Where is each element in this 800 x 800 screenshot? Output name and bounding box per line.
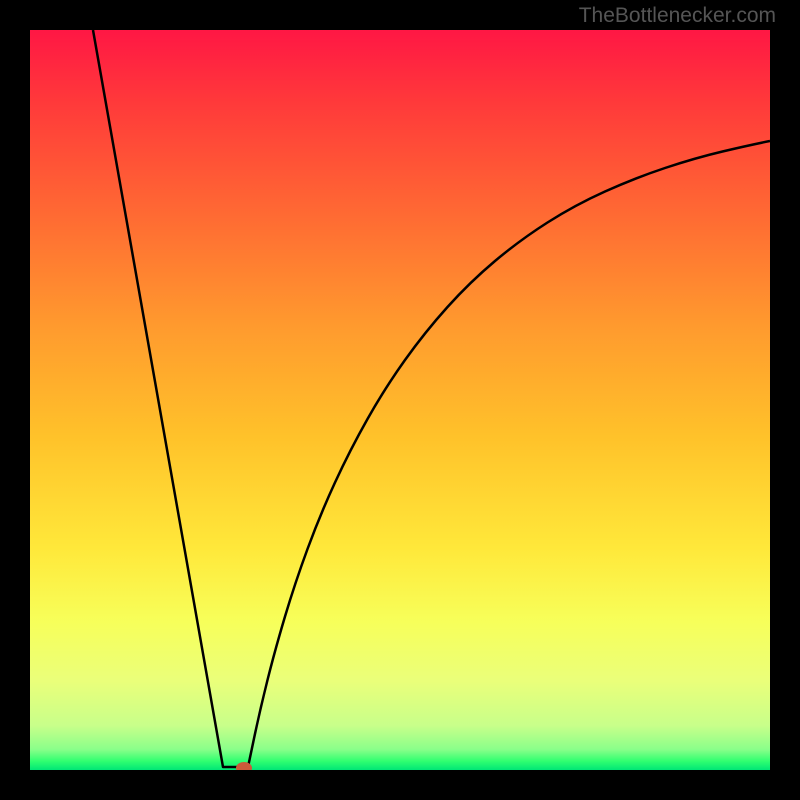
chart-container: TheBottlenecker.com [0,0,800,800]
bottleneck-curve [30,30,770,770]
watermark-text: TheBottlenecker.com [579,4,776,28]
plot-area [30,30,770,770]
